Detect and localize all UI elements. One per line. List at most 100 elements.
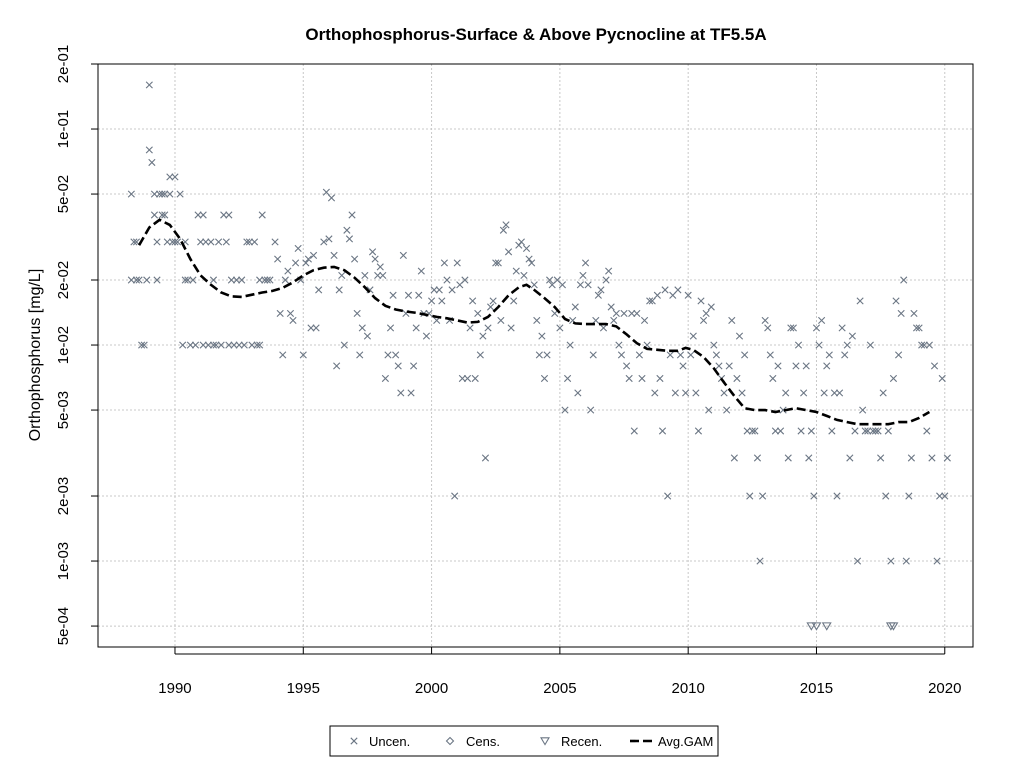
- uncensored-point: [476, 351, 484, 359]
- uncensored-point: [381, 374, 389, 383]
- uncensored-point: [766, 351, 774, 359]
- grid-lines: [98, 63, 973, 647]
- uncensored-point: [887, 557, 895, 565]
- uncensored-point: [127, 190, 135, 198]
- uncensored-point: [222, 238, 230, 246]
- uncensored-point: [399, 251, 407, 259]
- uncensored-point: [615, 341, 623, 349]
- uncensored-point: [833, 492, 841, 500]
- uncensored-point: [338, 271, 346, 280]
- uncensored-point: [671, 389, 679, 397]
- uncensored-point: [620, 309, 628, 318]
- uncensored-point: [463, 374, 472, 383]
- uncensored-point: [771, 427, 780, 435]
- uncensored-point: [256, 341, 264, 349]
- y-tick-label: 1e-03: [55, 542, 72, 580]
- x-tick-label: 1995: [287, 680, 320, 697]
- recensored-point: [888, 622, 899, 631]
- uncensored-point: [841, 351, 849, 359]
- uncensored-point: [666, 351, 674, 359]
- uncensored-point: [435, 286, 443, 294]
- uncensored-point: [145, 81, 153, 89]
- uncensored-point: [676, 351, 685, 359]
- uncensored-point: [617, 351, 626, 359]
- uncensored-point: [702, 309, 710, 318]
- uncensored-point: [309, 251, 318, 259]
- uncensored-point: [869, 427, 877, 435]
- uncensored-point: [751, 427, 759, 435]
- uncensored-point: [835, 389, 844, 397]
- uncensored-point: [327, 194, 336, 202]
- uncensored-point: [574, 389, 582, 397]
- uncensored-point: [489, 297, 497, 305]
- uncensored-point: [892, 297, 900, 305]
- uncensored-point: [761, 316, 769, 325]
- uncensored-point: [438, 297, 446, 305]
- y-tick-label: 5e-02: [55, 175, 72, 213]
- uncensored-point: [384, 351, 392, 359]
- uncensored-point: [333, 362, 341, 370]
- uncensored-point: [733, 374, 741, 383]
- uncensored-point: [792, 362, 800, 370]
- uncensored-point: [204, 341, 212, 349]
- uncensored-point: [843, 341, 851, 349]
- uncensored-point: [805, 454, 813, 462]
- uncensored-point: [943, 454, 951, 462]
- uncensored-point: [656, 374, 664, 383]
- uncensored-point: [184, 276, 192, 284]
- uncensored-point: [538, 332, 546, 340]
- uncensored-point: [171, 238, 179, 246]
- uncensored-point: [209, 276, 218, 284]
- uncensored-point: [304, 255, 312, 263]
- uncensored-point: [941, 492, 949, 500]
- uncensored-point: [528, 259, 536, 267]
- uncensored-point: [856, 297, 864, 305]
- y-tick-label: 5e-03: [55, 391, 72, 429]
- uncensored-point: [738, 389, 746, 397]
- uncensored-point: [902, 557, 910, 565]
- uncensored-point: [361, 271, 369, 280]
- uncensored-point: [238, 276, 246, 284]
- uncensored-point: [171, 173, 179, 181]
- uncensored-point: [912, 324, 921, 332]
- uncensored-point: [371, 255, 379, 263]
- uncensored-point: [764, 324, 772, 332]
- y-tick-label: 2e-03: [55, 477, 72, 515]
- legend-recen-icon: [540, 737, 550, 746]
- x-tick-label: 2015: [800, 680, 833, 697]
- uncensored-point: [235, 341, 243, 349]
- uncensored-point: [933, 557, 941, 565]
- uncensored-point: [335, 286, 343, 294]
- uncensored-point: [692, 389, 700, 397]
- uncensored-point: [682, 389, 690, 397]
- uncensored-point: [712, 351, 720, 359]
- uncensored-point: [299, 351, 307, 359]
- uncensored-point: [253, 341, 261, 349]
- uncensored-point: [882, 492, 890, 500]
- uncensored-point: [417, 267, 425, 275]
- uncensored-point: [638, 374, 646, 383]
- uncensored-point: [597, 286, 605, 294]
- uncensored-point: [276, 309, 284, 318]
- uncensored-point: [176, 190, 184, 198]
- recensored-point: [806, 622, 817, 631]
- uncensored-point: [227, 276, 236, 284]
- uncensored-point: [830, 389, 839, 397]
- uncensored-point: [230, 341, 238, 349]
- uncensored-point: [479, 332, 487, 340]
- uncensored-point: [789, 324, 797, 332]
- uncensored-point: [715, 362, 723, 370]
- uncensored-point: [930, 362, 939, 370]
- uncensored-point: [602, 276, 610, 284]
- uncensored-point: [915, 324, 923, 332]
- uncensored-point: [859, 406, 867, 414]
- uncensored-point: [143, 276, 151, 284]
- uncensored-point: [240, 341, 248, 349]
- uncensored-point: [232, 276, 241, 284]
- uncensored-point: [376, 263, 384, 271]
- uncensored-point: [612, 309, 620, 318]
- uncensored-point: [720, 389, 728, 397]
- uncensored-point: [607, 303, 615, 311]
- uncensored-point: [812, 324, 821, 332]
- uncensored-point: [936, 492, 944, 500]
